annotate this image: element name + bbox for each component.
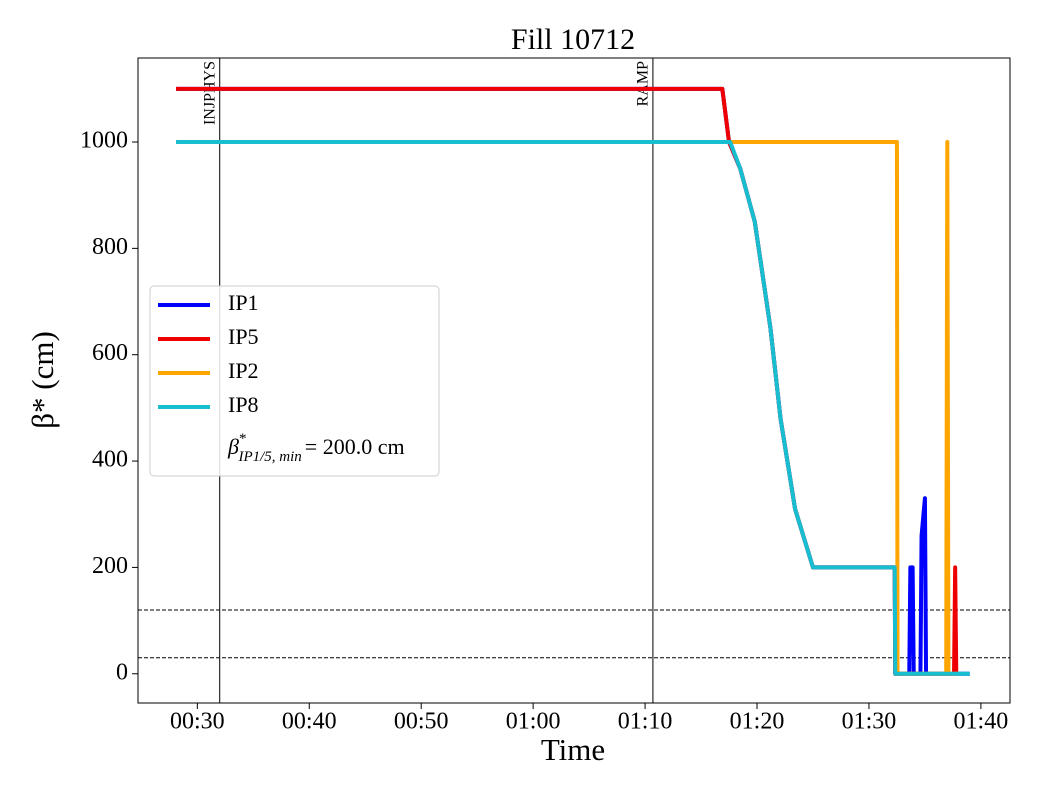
x-tick-label: 00:30 (170, 709, 225, 735)
y-tick-label: 1000 (80, 128, 128, 154)
chart-title: Fill 10712 (511, 23, 635, 56)
x-tick-label: 01:10 (618, 709, 673, 735)
note-symbol: β (227, 434, 239, 459)
plot-frame (137, 57, 1011, 704)
legend-label: IP1 (228, 290, 259, 315)
legend-note: β* IP1/5, min = 200.0 cm (227, 431, 405, 465)
x-tick-label: 01:00 (506, 709, 561, 735)
note-sup: * (239, 431, 247, 447)
note-sub: IP1/5, min (237, 449, 301, 465)
legend: IP1 IP5 IP2 IP8 β* IP1/5, min = 200.0 cm (149, 285, 440, 477)
y-tick-label: 600 (92, 340, 128, 366)
y-tick-label: 800 (92, 234, 128, 260)
x-tick-label: 01:40 (954, 709, 1009, 735)
legend-label: IP8 (228, 392, 259, 417)
x-tick-label: 01:20 (730, 709, 785, 735)
event-label: RAMP (635, 61, 652, 106)
y-tick-label: 200 (92, 553, 128, 579)
y-tick-label: 0 (116, 659, 128, 685)
note-rest: = 200.0 cm (305, 434, 405, 459)
y-tick-label: 400 (92, 447, 128, 473)
y-axis-label: β* (cm) (25, 331, 60, 429)
x-tick-label: 00:40 (282, 709, 337, 735)
legend-label: IP5 (228, 324, 259, 349)
legend-box (149, 285, 440, 477)
series-line (176, 140, 970, 676)
x-tick-label: 00:50 (394, 709, 449, 735)
event-label: INJPHYS (201, 61, 218, 125)
x-tick-label: 01:30 (842, 709, 897, 735)
x-axis-label: Time (541, 732, 605, 767)
legend-label: IP2 (228, 358, 259, 383)
